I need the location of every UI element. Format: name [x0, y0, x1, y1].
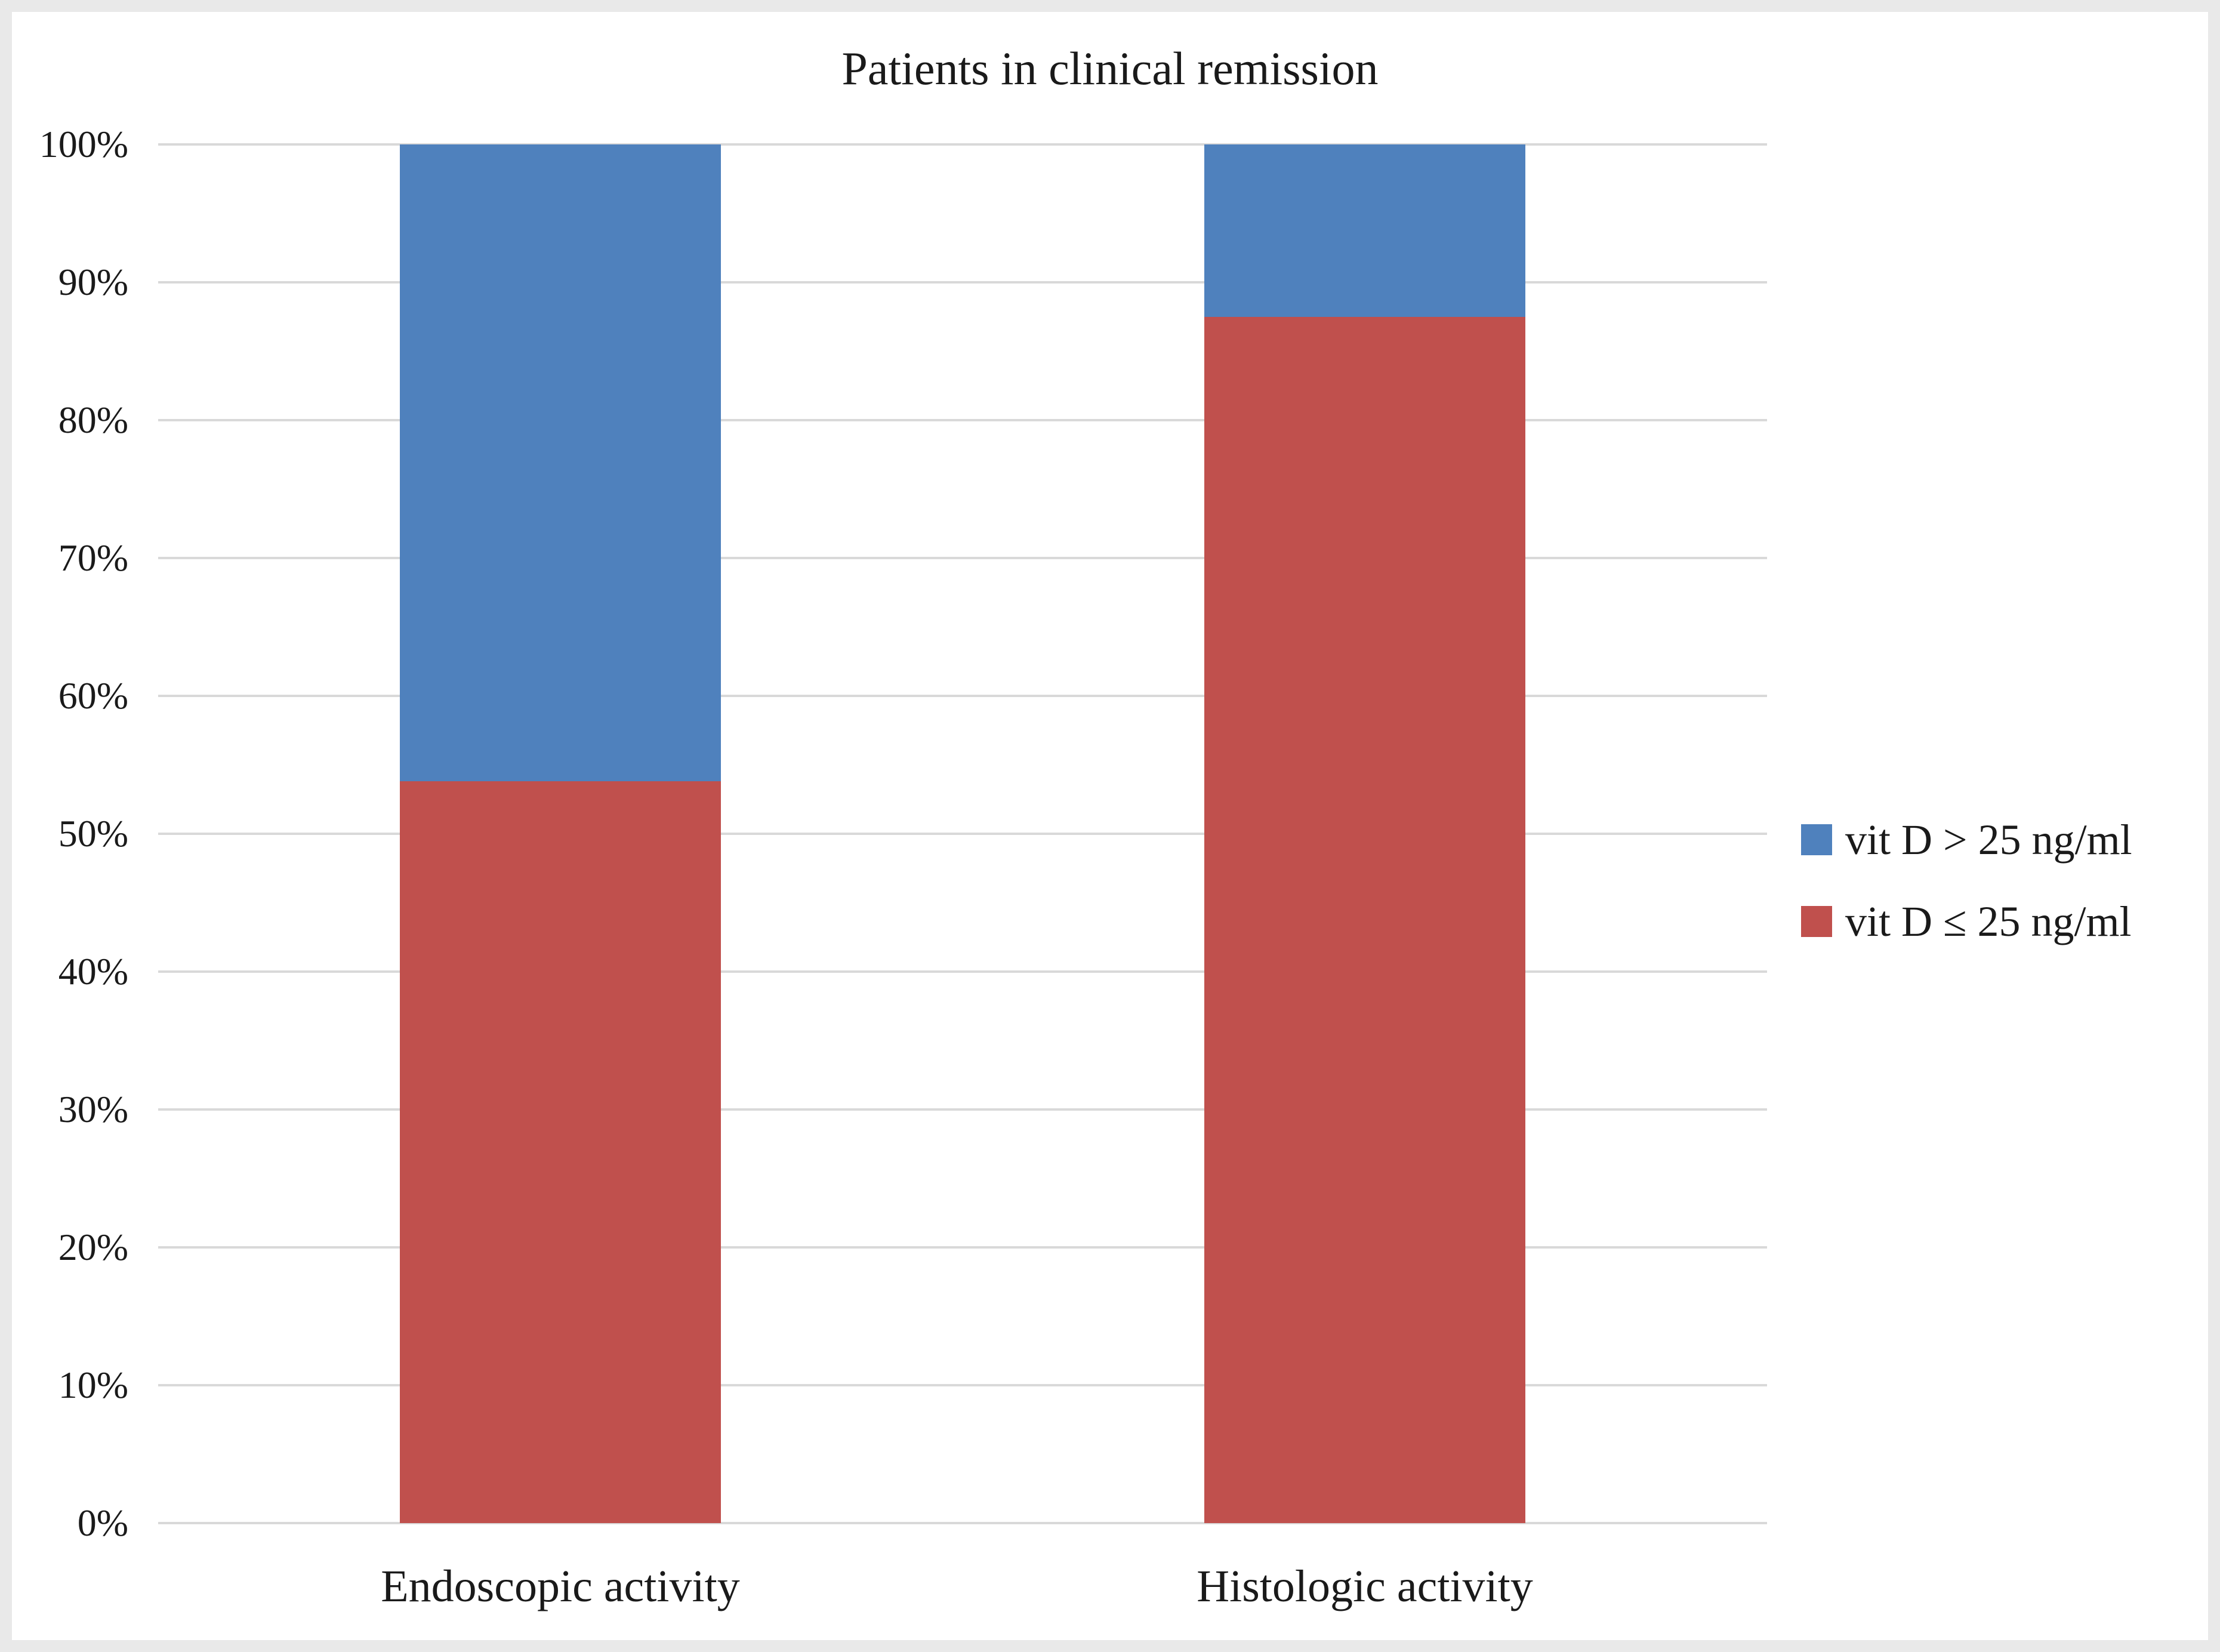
gridline-80%	[158, 419, 1767, 421]
gridline-10%	[158, 1384, 1767, 1386]
bar-segment-endoscopic-activity-series-1	[400, 781, 721, 1523]
bar-segment-endoscopic-activity-series-0	[400, 144, 721, 782]
legend-item-1: vit D ≤ 25 ng/ml	[1801, 900, 2132, 943]
y-tick-label-10%: 10%	[58, 1364, 128, 1406]
gridline-90%	[158, 281, 1767, 283]
y-tick-label-100%: 100%	[39, 123, 128, 165]
gridline-20%	[158, 1246, 1767, 1249]
y-tick-label-70%: 70%	[58, 537, 128, 579]
legend-swatch-icon	[1801, 906, 1832, 937]
y-tick-label-0%: 0%	[77, 1502, 128, 1544]
bar-segment-histologic-activity-series-0	[1204, 144, 1525, 317]
chart-title: Patients in clinical remission	[841, 42, 1379, 94]
gridline-60%	[158, 695, 1767, 697]
y-tick-label-20%: 20%	[58, 1226, 128, 1268]
gridline-0%	[158, 1522, 1767, 1524]
y-tick-label-30%: 30%	[58, 1088, 128, 1130]
legend-label: vit D > 25 ng/ml	[1845, 816, 2132, 864]
legend-swatch-icon	[1801, 824, 1832, 855]
category-label-histologic-activity: Histologic activity	[1197, 1561, 1533, 1611]
gridline-100%	[158, 143, 1767, 146]
y-tick-label-40%: 40%	[58, 950, 128, 993]
category-label-endoscopic-activity: Endoscopic activity	[381, 1561, 740, 1611]
y-tick-label-50%: 50%	[58, 812, 128, 855]
gridline-70%	[158, 557, 1767, 559]
legend-label: vit D ≤ 25 ng/ml	[1845, 898, 2132, 945]
gridline-40%	[158, 970, 1767, 973]
gridline-50%	[158, 833, 1767, 835]
y-tick-label-80%: 80%	[58, 399, 128, 441]
legend-item-0: vit D > 25 ng/ml	[1801, 818, 2132, 861]
y-tick-label-60%: 60%	[58, 674, 128, 717]
gridline-30%	[158, 1108, 1767, 1111]
y-tick-label-90%: 90%	[58, 261, 128, 303]
bar-segment-histologic-activity-series-1	[1204, 316, 1525, 1523]
